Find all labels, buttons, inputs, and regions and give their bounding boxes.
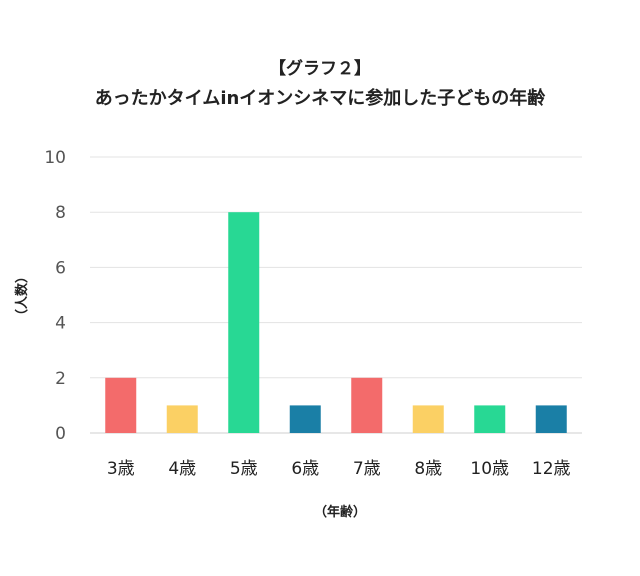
y-tick-label: 4 <box>55 314 66 334</box>
bar-7 <box>535 405 567 433</box>
y-tick-label: 2 <box>55 369 66 389</box>
x-axis-ticks: 3歳 4歳 5歳 6歳 7歳 8歳 10歳 12歳 <box>107 459 571 479</box>
bar-0 <box>105 377 137 433</box>
x-axis-label: （年齢） <box>314 504 366 520</box>
y-axis-label: （人数） <box>14 270 30 322</box>
bar-2 <box>228 212 260 433</box>
x-tick-label: 5歳 <box>230 459 258 479</box>
x-tick-label: 6歳 <box>291 459 319 479</box>
x-tick-label: 4歳 <box>168 459 196 479</box>
y-tick-label: 8 <box>55 203 66 223</box>
x-tick-label: 10歳 <box>470 459 509 479</box>
y-axis-ticks: 0 2 4 6 8 10 <box>44 148 66 444</box>
bars <box>105 212 567 433</box>
y-tick-label: 10 <box>44 148 66 168</box>
y-tick-label: 6 <box>55 258 66 278</box>
x-tick-label: 12歳 <box>532 459 571 479</box>
x-tick-label: 3歳 <box>107 459 135 479</box>
x-tick-label: 8歳 <box>414 459 442 479</box>
bar-3 <box>289 405 321 433</box>
chart-subtitle: あったかタイムinイオンシネマに参加した子どもの年齢 <box>94 88 546 109</box>
bar-5 <box>412 405 444 433</box>
bar-6 <box>474 405 506 433</box>
bar-4 <box>351 377 383 433</box>
y-tick-label: 0 <box>55 424 66 444</box>
gridlines <box>90 156 582 434</box>
chart-title: 【グラフ２】 <box>269 59 371 79</box>
x-tick-label: 7歳 <box>353 459 381 479</box>
bar-1 <box>166 405 198 433</box>
